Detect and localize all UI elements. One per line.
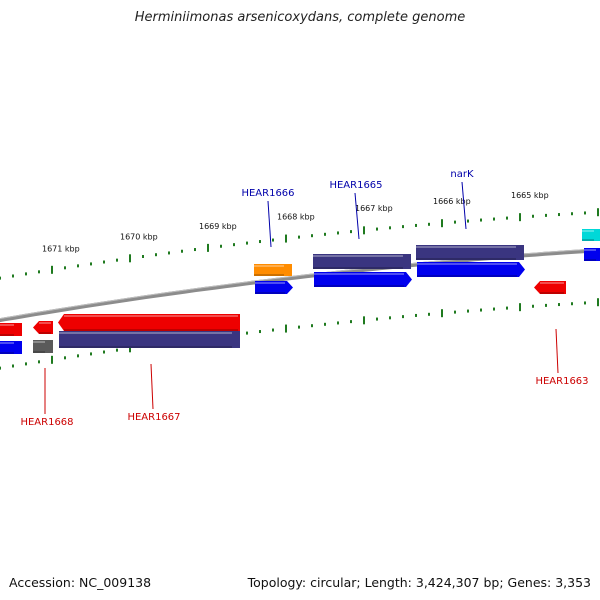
gene-label[interactable]: HEAR1666 [241,188,294,199]
scale-label: 1666 kbp [433,197,471,206]
gene-hear1665[interactable] [313,254,411,269]
scale-label: 1669 kbp [199,222,237,231]
gene-label[interactable]: HEAR1667 [127,412,180,423]
topology-label: Topology: circular; Length: 3,424,307 bp… [247,575,591,590]
cds-right-edge[interactable] [584,248,600,261]
scale-label: 1670 kbp [120,233,158,242]
gene-hear1667-lower[interactable] [59,331,240,348]
genome-backbone [0,248,600,323]
gene-hear1667[interactable] [58,314,240,331]
gene-label-leader [150,363,154,410]
genome-title: Herminiimonas arsenicoxydans, complete g… [134,10,466,25]
gene-label-leader [354,192,360,240]
cds-hear1665[interactable] [314,272,412,287]
cds-hear1666[interactable] [255,281,293,294]
scale-label: 1665 kbp [511,191,549,200]
scale-label: 1668 kbp [277,213,315,222]
gene-label-leader [461,181,467,230]
scale-label: 1667 kbp [355,204,393,213]
gene-label[interactable]: narK [450,169,474,180]
gene-hear1663[interactable] [534,281,566,294]
accession-label: Accession: NC_009138 [9,575,152,590]
gene-orange[interactable] [254,264,292,276]
cds-nark[interactable] [417,262,525,277]
gene-label[interactable]: HEAR1663 [535,376,588,387]
gene-label[interactable]: HEAR1665 [329,180,382,191]
cds-left-edge[interactable] [0,341,22,354]
gene-nark[interactable] [416,245,524,260]
gene-label-leader [555,328,559,374]
gene-label[interactable]: HEAR1668 [20,417,73,428]
scale-label: 1671 kbp [42,244,80,253]
gene-label-leader [267,200,272,248]
gene-hear1668[interactable] [33,321,53,334]
gene-cyan[interactable] [582,229,600,241]
gene-red-left[interactable] [0,323,22,336]
gene-gray[interactable] [33,340,53,353]
